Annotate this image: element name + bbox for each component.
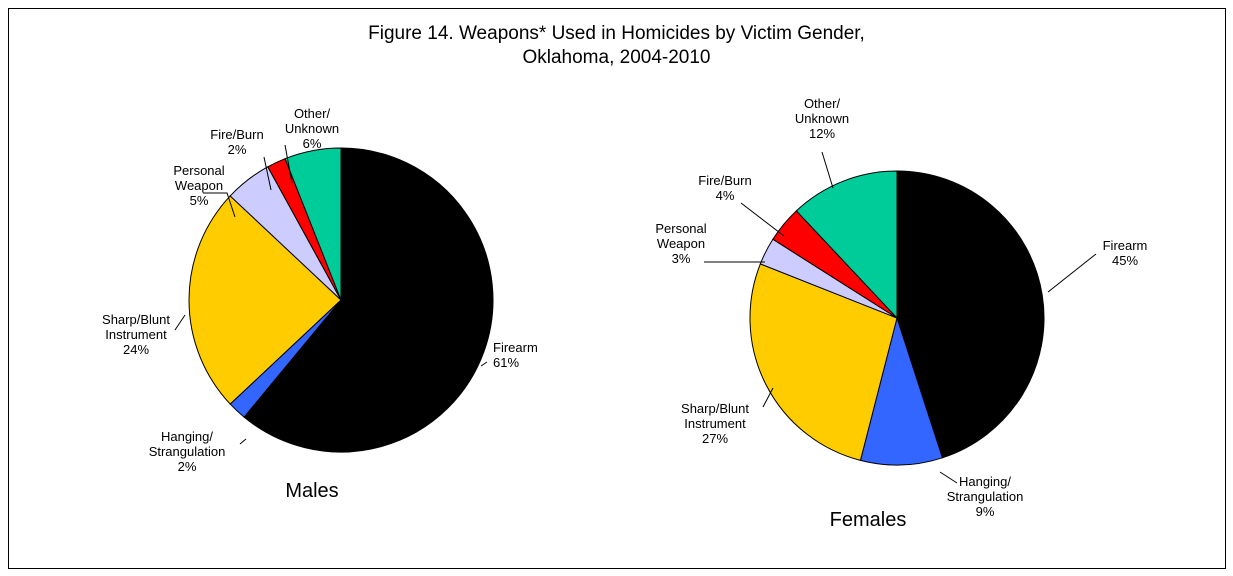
- leader-line-females-hanging-strangulation: [939, 471, 958, 484]
- slice-males-sharp-blunt-instrument: [188, 195, 342, 405]
- chart-frame: [8, 8, 1226, 569]
- pie-females: Firearm 45% Hanging/Strangulation 9% Sharp/B…: [655, 96, 1147, 531]
- leader-line-females-firearm: [1047, 253, 1097, 293]
- leader-line-males-sharp-blunt-instrument: [174, 314, 186, 331]
- leader-line-males-personal-weapon: [203, 192, 236, 218]
- leader-line-males-hanging-strangulation: [239, 438, 247, 445]
- data-label-females-firearm: Firearm 45%: [1103, 238, 1148, 268]
- data-label-females-other-unknown: Other/Unknown 12%: [795, 96, 849, 141]
- data-label-males-hanging-strangulation: Hanging/Strangulation 2%: [149, 429, 226, 474]
- data-label-females-sharp-blunt-instrument: Sharp/Blunt Instrument 27%: [681, 401, 749, 446]
- data-label-males-fire-burn: Fire/Burn 2%: [210, 127, 263, 157]
- data-label-females-hanging-strangulation: Hanging/Strangulation 9%: [947, 474, 1024, 519]
- chart-title-block: Figure 14. Weapons* Used in Homicides by…: [0, 22, 1233, 70]
- slice-females-hanging-strangulation: [859, 316, 944, 466]
- pie-caption-females: Females: [830, 509, 907, 531]
- data-label-males-personal-weapon: Personal Weapon 5%: [173, 163, 224, 208]
- leader-line-females-sharp-blunt-instrument: [762, 387, 774, 408]
- chart-title: Figure 14. Weapons* Used in Homicides by…: [368, 23, 865, 44]
- slice-females-sharp-blunt-instrument: [749, 263, 898, 461]
- leader-line-females-fire-burn: [740, 202, 785, 237]
- data-label-males-firearm: Firearm 61%: [493, 340, 538, 370]
- data-label-males-other-unknown: Other/Unknown 6%: [285, 106, 339, 151]
- pie-males: Firearm 61% Hanging/Strangulation 2% Sharp/B…: [102, 106, 538, 502]
- data-label-females-personal-weapon: Personal Weapon 3%: [655, 221, 706, 266]
- leader-line-males-firearm: [480, 361, 488, 367]
- data-label-males-sharp-blunt-instrument: Sharp/Blunt Instrument 24%: [102, 312, 170, 357]
- leader-line-males-fire-burn: [263, 156, 272, 191]
- slice-males-firearm: [243, 147, 494, 453]
- slice-males-other-unknown: [284, 147, 342, 301]
- slice-females-firearm: [896, 170, 1045, 459]
- leader-line-males-other-unknown: [284, 144, 293, 184]
- data-label-females-fire-burn: Fire/Burn 4%: [698, 173, 751, 203]
- slice-females-other-unknown: [795, 170, 898, 320]
- chart-subtitle: Oklahoma, 2004-2010: [522, 47, 711, 68]
- leader-line-females-other-unknown: [821, 151, 834, 189]
- pie-caption-males: Males: [285, 480, 338, 502]
